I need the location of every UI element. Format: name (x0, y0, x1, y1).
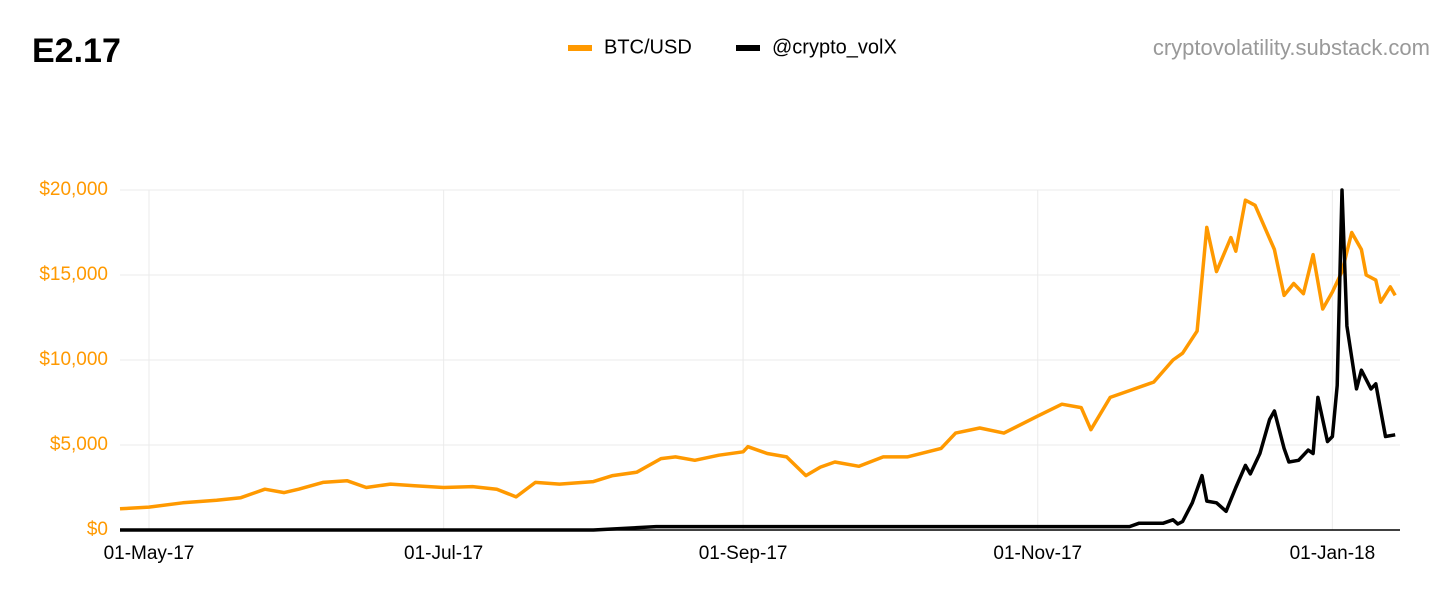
source: cryptovolatility.substack.com (1153, 35, 1430, 60)
x-tick-label: 01-Sep-17 (699, 543, 788, 564)
legend-label: @crypto_volX (772, 36, 897, 58)
y-tick-label: $0 (87, 519, 108, 540)
line (119, 198, 1397, 511)
y-tick-label: $5,000 (50, 434, 108, 455)
y-tick-label: $10,000 (39, 349, 108, 370)
legend: BTC/USD @crypto_volX (568, 36, 897, 58)
x-tick-label: 01-Jul-17 (404, 543, 483, 564)
x-tick-label: 01-May-17 (104, 543, 195, 564)
legend-label: BTC/USD (604, 36, 692, 58)
line (120, 188, 1396, 532)
chart-title: E2.17 (32, 32, 121, 70)
y-tick-label: $15,000 (39, 264, 108, 285)
x-tick-label: 01-Jan-18 (1290, 543, 1376, 564)
y-tick-label: $20,000 (39, 179, 108, 200)
x-tick-label: 01-Nov-17 (993, 543, 1082, 564)
